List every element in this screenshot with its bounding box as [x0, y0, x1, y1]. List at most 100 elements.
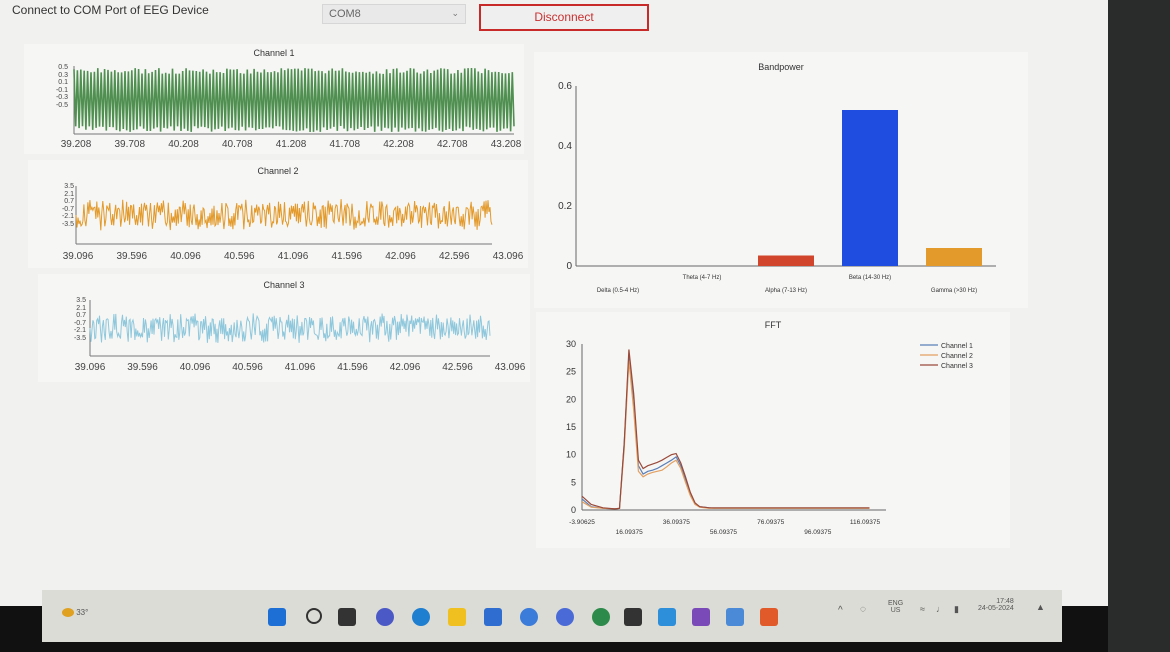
- bandpower-y-tick-label: 0.6: [558, 81, 572, 92]
- x-tick-label: 42.596: [438, 251, 470, 262]
- x-tick-label: 40.208: [168, 139, 199, 150]
- weather-temp: 33°: [76, 608, 89, 617]
- channel-1-yticks: 0.5 0.3 0.1 -0.1 -0.3 -0.5: [55, 64, 68, 109]
- x-tick-label: 43.208: [490, 139, 522, 150]
- x-tick-label: 40.596: [232, 362, 263, 373]
- file-explorer-icon[interactable]: [448, 608, 466, 626]
- fft-legend-label: Channel 2: [941, 353, 973, 360]
- bandpower-title: Bandpower: [758, 62, 804, 72]
- channel-signal-trace: [73, 67, 515, 133]
- windows-icon[interactable]: [268, 608, 286, 626]
- x-tick-label: 41.596: [337, 362, 368, 373]
- x-tick-label: 43.096: [492, 251, 524, 262]
- terminal-icon[interactable]: [624, 608, 642, 626]
- bandpower-category-label: Delta (0.5-4 Hz): [597, 288, 639, 294]
- fft-series-line: [581, 349, 870, 510]
- fft-x-tick-label: 116.09375: [850, 519, 881, 526]
- bandpower-bar: [926, 248, 982, 266]
- channel-signal-trace: [75, 199, 493, 231]
- x-tick-label: 40.096: [170, 251, 201, 262]
- bandpower-category-label: Beta (14-30 Hz): [849, 275, 891, 281]
- bandpower-chart: 0 0.2 0.4 0.6 Delta (0.5-4 Hz) Theta (4-7 Hz)…: [558, 81, 996, 294]
- search-icon[interactable]: [306, 608, 322, 624]
- fft-title: FFT: [764, 320, 782, 330]
- x-tick-label: 41.596: [331, 251, 363, 262]
- x-tick-label: 41.208: [275, 139, 307, 150]
- channel-2-yticks: 3.5 2.1 0.7 -0.7 -2.1 -3.5: [61, 183, 74, 228]
- powerpoint-icon[interactable]: [760, 608, 778, 626]
- com-port-select[interactable]: COM8 ⌄: [322, 4, 466, 24]
- x-tick-label: 39.708: [114, 139, 146, 150]
- wifi-icon[interactable]: ≈: [920, 604, 925, 614]
- x-tick-label: 40.708: [221, 139, 253, 150]
- fft-y-tick-label: 25: [566, 367, 576, 377]
- fft-y-tick-label: 10: [566, 450, 576, 460]
- app-window: Connect to COM Port of EEG Device COM8 ⌄…: [0, 0, 1108, 606]
- monitor-bezel-right: [1108, 0, 1170, 652]
- battery-icon[interactable]: ▮: [954, 604, 959, 614]
- volume-icon[interactable]: ♩: [936, 604, 945, 614]
- mail-icon[interactable]: [484, 608, 502, 626]
- channel-2-panel: Channel 2 3.5 2.1 0.7 -0.7 -2.1 -3.5 39.096 39…: [28, 160, 528, 268]
- fft-x-tick-label: 56.09375: [710, 529, 737, 536]
- channel-3-panel: Channel 3 3.5 2.1 0.7 -0.7 -2.1 -3.5 39.096 39…: [38, 274, 530, 382]
- fft-chart: 0 5 10 15 20 25 30 -3.90625 16.09375 36.09375 56.0…: [566, 339, 973, 536]
- channel-2-plot: [75, 186, 493, 245]
- fft-panel: FFT 0 5 10 15 20 25 30 -3.90625 16.09375 36.09375…: [536, 312, 1010, 548]
- fft-y-tick-label: 20: [566, 394, 576, 404]
- com-port-value: COM8: [329, 8, 361, 20]
- bandpower-category-label: Theta (4-7 Hz): [683, 275, 722, 281]
- x-tick-label: 39.596: [127, 362, 158, 373]
- notification-bell-icon[interactable]: ▲: [1036, 602, 1045, 612]
- language-indicator[interactable]: ENG US: [888, 600, 904, 614]
- channel-1-plot: [73, 66, 515, 135]
- x-tick-label: 42.708: [436, 139, 468, 150]
- x-tick-label: 42.096: [385, 251, 416, 262]
- app-icon[interactable]: [726, 608, 744, 626]
- x-tick-label: 39.208: [60, 139, 92, 150]
- channel-3-title: Channel 3: [263, 280, 305, 290]
- clock[interactable]: 17:48 24-05-2024: [978, 598, 1014, 612]
- bandpower-panel: Bandpower 0 0.2 0.4 0.6 Delta (0.5-4 Hz) Thet…: [534, 52, 1028, 308]
- x-tick-label: 39.096: [74, 362, 106, 373]
- bandpower-bar: [842, 110, 898, 266]
- fft-legend-label: Channel 1: [941, 343, 973, 350]
- bandpower-category-label: Gamma (>30 Hz): [931, 288, 977, 294]
- fft-y-tick-label: 15: [566, 422, 576, 432]
- x-tick-label: 41.096: [284, 362, 316, 373]
- bandpower-bar: [758, 255, 814, 266]
- edge-icon[interactable]: [412, 608, 430, 626]
- weather-icon: [62, 608, 74, 618]
- chevron-down-icon[interactable]: ⌄: [451, 8, 459, 18]
- fft-x-tick-label: 36.09375: [663, 519, 690, 526]
- fft-x-tick-label: -3.90625: [569, 519, 595, 526]
- vscode-icon[interactable]: [658, 608, 676, 626]
- bandpower-category-label: Alpha (7-13 Hz): [765, 288, 807, 294]
- chrome-profile-icon[interactable]: [592, 608, 610, 626]
- chevron-up-icon[interactable]: ^: [838, 605, 843, 616]
- channel-3-yticks: 3.5 2.1 0.7 -0.7 -2.1 -3.5: [73, 297, 86, 342]
- weather-widget[interactable]: 33°: [62, 608, 89, 618]
- fft-x-tick-label: 96.09375: [804, 529, 831, 536]
- bandpower-y-tick-label: 0: [566, 261, 572, 272]
- drive-icon[interactable]: ◌: [860, 604, 866, 615]
- fft-y-tick-label: 30: [566, 339, 576, 349]
- channel-1-title: Channel 1: [253, 48, 295, 58]
- channel-2-title: Channel 2: [257, 166, 299, 176]
- x-tick-label: 43.096: [494, 362, 526, 373]
- channel-signal-trace: [89, 313, 491, 343]
- fft-x-tick-label: 16.09375: [616, 529, 643, 536]
- task-view-icon[interactable]: [338, 608, 356, 626]
- visual-studio-icon[interactable]: [692, 608, 710, 626]
- chrome-icon[interactable]: [520, 608, 538, 626]
- fft-legend-label: Channel 3: [941, 363, 973, 370]
- x-tick-label: 42.096: [389, 362, 421, 373]
- x-tick-label: 41.708: [329, 139, 361, 150]
- bandpower-y-tick-label: 0.4: [558, 141, 572, 152]
- x-tick-label: 40.096: [179, 362, 211, 373]
- disconnect-button[interactable]: Disconnect: [479, 4, 649, 31]
- chat-icon[interactable]: [376, 608, 394, 626]
- chrome-alt-icon[interactable]: [556, 608, 574, 626]
- channel-3-plot: [89, 300, 491, 357]
- fft-y-tick-label: 0: [571, 505, 576, 515]
